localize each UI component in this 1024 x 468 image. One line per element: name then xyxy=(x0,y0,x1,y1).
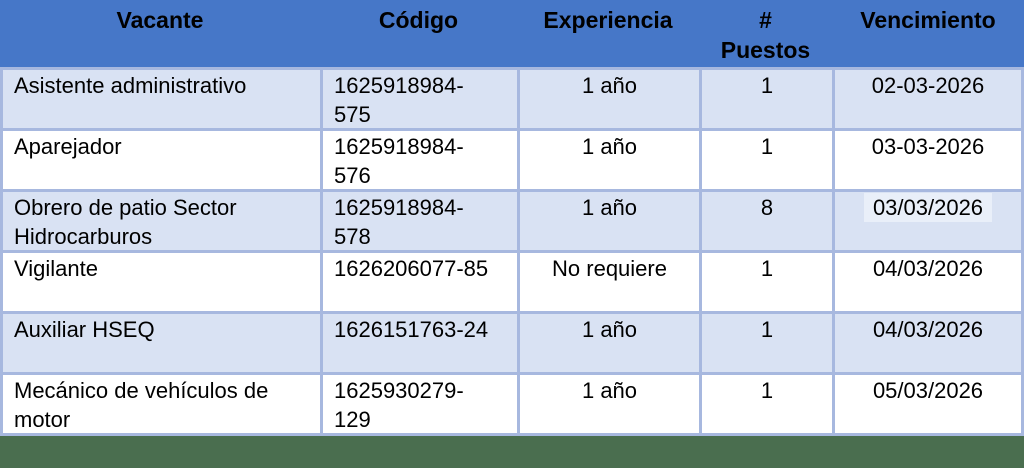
column-header-experiencia: Experiencia xyxy=(543,7,673,33)
table-row: Aparejador 1625918984-576 1 año 1 03-03-… xyxy=(3,128,1021,189)
cell-vacante: Vigilante xyxy=(14,256,98,281)
cell-experiencia: 1 año xyxy=(517,314,699,372)
cell-vencimiento: 03/03/2026 xyxy=(832,192,1021,250)
column-header-vencimiento: Vencimiento xyxy=(860,7,996,33)
table-row: Asistente administrativo 1625918984-575 … xyxy=(3,67,1021,128)
table-row: Auxiliar HSEQ 1626151763-24 1 año 1 04/0… xyxy=(3,311,1021,372)
codigo-value: 1625918984-575 xyxy=(334,73,464,127)
cell-vacante: Auxiliar HSEQ xyxy=(14,317,155,342)
table-row: Mecánico de vehículos de motor 162593027… xyxy=(3,372,1021,433)
cell-vacante: Aparejador xyxy=(14,134,122,159)
cell-experiencia: 1 año xyxy=(517,131,699,189)
cell-vencimiento: 04/03/2026 xyxy=(832,314,1021,372)
cell-puestos: 1 xyxy=(699,253,832,311)
table-header-row: Vacante Código Experiencia # Puestos Ven… xyxy=(0,0,1024,67)
cell-experiencia: 1 año xyxy=(517,192,699,250)
cell-vencimiento: 02-03-2026 xyxy=(832,70,1021,128)
table-row: Vigilante 1626206077-85 No requiere 1 04… xyxy=(3,250,1021,311)
cell-codigo: 1625930279-129 xyxy=(320,375,517,433)
cell-experiencia: 1 año xyxy=(517,375,699,433)
cell-puestos: 8 xyxy=(699,192,832,250)
table-row: Obrero de patio Sector Hidrocarburos 162… xyxy=(3,189,1021,250)
column-header-codigo: Código xyxy=(378,7,459,33)
cell-vacante: Asistente administrativo xyxy=(14,73,247,98)
cell-codigo: 1625918984-576 xyxy=(320,131,517,189)
codigo-value: 1626206077-85 xyxy=(334,256,489,281)
codigo-value: 1625930279-129 xyxy=(334,378,464,432)
cell-puestos: 1 xyxy=(699,131,832,189)
cell-vacante: Mecánico de vehículos de motor xyxy=(14,378,269,432)
cell-vacante: Obrero de patio Sector Hidrocarburos xyxy=(14,195,237,249)
cell-codigo: 1626151763-24 xyxy=(320,314,517,372)
cell-codigo: 1625918984-575 xyxy=(320,70,517,128)
cell-codigo: 1625918984-578 xyxy=(320,192,517,250)
footer-strip xyxy=(0,436,1024,468)
cell-vencimiento: 05/03/2026 xyxy=(832,375,1021,433)
cell-vencimiento: 03-03-2026 xyxy=(832,131,1021,189)
codigo-value: 1625918984-576 xyxy=(334,134,464,188)
cell-experiencia: 1 año xyxy=(517,70,699,128)
cell-experiencia: No requiere xyxy=(517,253,699,311)
cell-puestos: 1 xyxy=(699,314,832,372)
codigo-value: 1625918984-578 xyxy=(334,195,464,249)
cell-vencimiento: 04/03/2026 xyxy=(832,253,1021,311)
highlighted-date: 03/03/2026 xyxy=(863,193,993,222)
cell-puestos: 1 xyxy=(699,375,832,433)
table-body: Asistente administrativo 1625918984-575 … xyxy=(0,67,1024,436)
column-header-vacante: Vacante xyxy=(116,7,204,33)
cell-codigo: 1626206077-85 xyxy=(320,253,517,311)
cell-puestos: 1 xyxy=(699,70,832,128)
column-header-puestos: # Puestos xyxy=(720,7,811,63)
codigo-value: 1626151763-24 xyxy=(334,317,489,342)
